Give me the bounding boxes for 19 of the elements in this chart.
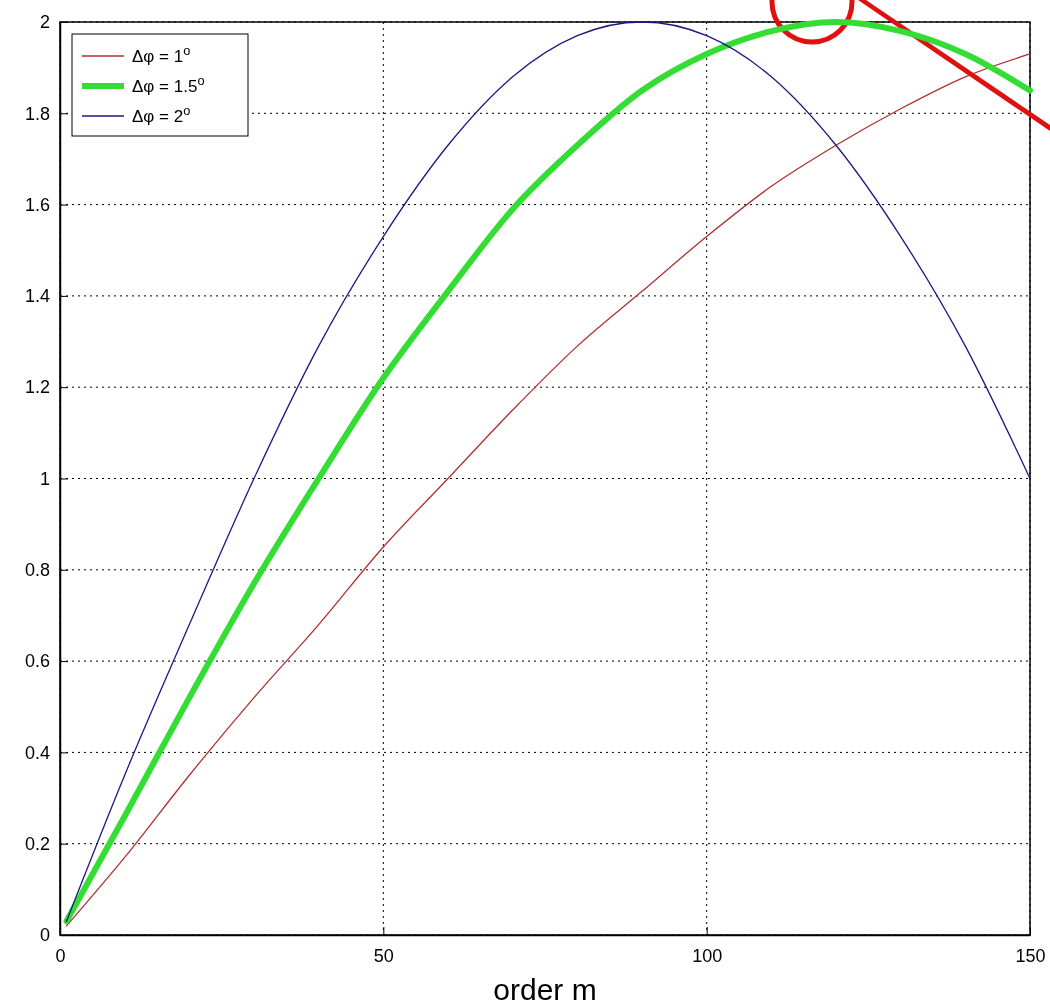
x-tick-label: 0 — [55, 945, 66, 966]
x-tick-label: 50 — [373, 945, 394, 966]
y-tick-label: 0 — [39, 925, 50, 946]
legend-label: Δφ = 2$^{o}$ — [132, 102, 191, 126]
y-tick-label: 0.4 — [24, 742, 50, 763]
legend-label: Δφ = 1.5$^{o}$ — [132, 72, 205, 96]
y-tick-label: 0.2 — [24, 833, 50, 854]
legend-label: Δφ = 1$^{o}$ — [132, 42, 191, 66]
y-tick-label: 1 — [39, 468, 50, 489]
y-tick-label: 0.8 — [24, 560, 50, 581]
x-tick-label: 150 — [1015, 945, 1046, 966]
y-tick-label: 1.6 — [24, 194, 50, 215]
x-tick-label: 100 — [692, 945, 723, 966]
y-tick-label: 1.8 — [24, 103, 50, 124]
y-tick-label: 1.4 — [24, 286, 50, 307]
y-tick-label: 2 — [39, 12, 50, 33]
y-tick-label: 1.2 — [24, 377, 50, 398]
y-tick-label: 0.6 — [24, 651, 50, 672]
x-axis-title: order m — [493, 973, 597, 1006]
